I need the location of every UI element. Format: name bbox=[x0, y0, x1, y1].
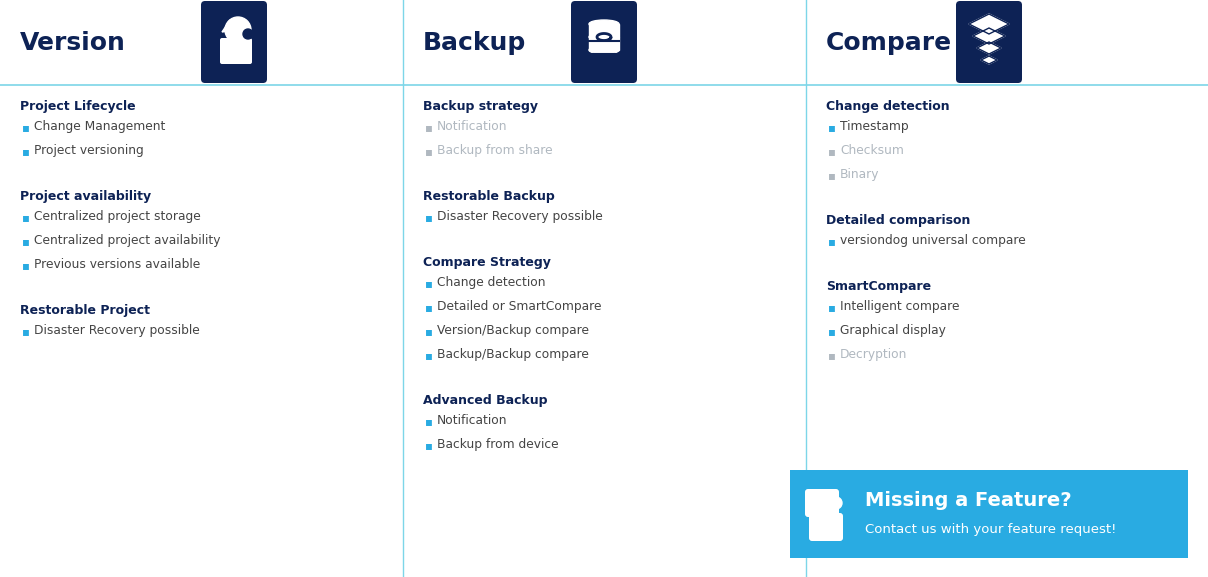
Text: Binary: Binary bbox=[840, 168, 879, 181]
Text: Advanced Backup: Advanced Backup bbox=[423, 394, 547, 407]
Text: Notification: Notification bbox=[437, 414, 507, 427]
Text: Contact us with your feature request!: Contact us with your feature request! bbox=[865, 523, 1116, 537]
Text: Detailed or SmartCompare: Detailed or SmartCompare bbox=[437, 300, 602, 313]
Text: ▪: ▪ bbox=[827, 235, 836, 248]
Text: Compare: Compare bbox=[826, 31, 952, 55]
Text: ▪: ▪ bbox=[425, 211, 432, 224]
Circle shape bbox=[243, 29, 252, 39]
Text: ▪: ▪ bbox=[425, 301, 432, 314]
Text: Decryption: Decryption bbox=[840, 348, 907, 361]
Circle shape bbox=[820, 510, 832, 522]
FancyBboxPatch shape bbox=[809, 513, 843, 541]
Text: Project Lifecycle: Project Lifecycle bbox=[21, 100, 135, 113]
Text: Backup: Backup bbox=[423, 31, 527, 55]
Text: ▪: ▪ bbox=[827, 349, 836, 362]
Text: Version/Backup compare: Version/Backup compare bbox=[437, 324, 590, 337]
Text: Restorable Project: Restorable Project bbox=[21, 304, 150, 317]
Text: Restorable Backup: Restorable Backup bbox=[423, 190, 554, 203]
Text: ▪: ▪ bbox=[22, 211, 30, 224]
Text: ▪: ▪ bbox=[425, 277, 432, 290]
Text: ▪: ▪ bbox=[425, 325, 432, 338]
Text: Project availability: Project availability bbox=[21, 190, 151, 203]
Text: Compare Strategy: Compare Strategy bbox=[423, 256, 551, 269]
Text: Disaster Recovery possible: Disaster Recovery possible bbox=[437, 210, 603, 223]
Text: ▪: ▪ bbox=[22, 259, 30, 272]
Text: Backup/Backup compare: Backup/Backup compare bbox=[437, 348, 588, 361]
Text: Missing a Feature?: Missing a Feature? bbox=[865, 490, 1071, 509]
Text: ▪: ▪ bbox=[827, 121, 836, 134]
Text: Change detection: Change detection bbox=[826, 100, 949, 113]
Text: SmartCompare: SmartCompare bbox=[826, 280, 931, 293]
Text: ▪: ▪ bbox=[827, 301, 836, 314]
Polygon shape bbox=[972, 28, 1005, 44]
Polygon shape bbox=[222, 20, 236, 32]
Text: Graphical display: Graphical display bbox=[840, 324, 946, 337]
Bar bbox=[590, 37, 618, 50]
Polygon shape bbox=[977, 42, 1001, 54]
Text: Project versioning: Project versioning bbox=[34, 144, 144, 157]
Text: Checksum: Checksum bbox=[840, 144, 904, 157]
Polygon shape bbox=[981, 56, 997, 64]
FancyBboxPatch shape bbox=[790, 470, 1187, 558]
FancyBboxPatch shape bbox=[956, 1, 1022, 83]
Polygon shape bbox=[969, 14, 1009, 34]
Text: ▪: ▪ bbox=[827, 169, 836, 182]
Ellipse shape bbox=[590, 33, 618, 41]
Text: ▪: ▪ bbox=[827, 145, 836, 158]
Text: Version: Version bbox=[21, 31, 126, 55]
Text: ▪: ▪ bbox=[22, 145, 30, 158]
Text: Previous versions available: Previous versions available bbox=[34, 258, 201, 271]
Ellipse shape bbox=[590, 20, 618, 28]
Text: Disaster Recovery possible: Disaster Recovery possible bbox=[34, 324, 199, 337]
Text: Change Management: Change Management bbox=[34, 120, 165, 133]
Text: versiondog universal compare: versiondog universal compare bbox=[840, 234, 1026, 247]
Text: ▪: ▪ bbox=[22, 121, 30, 134]
Text: Centralized project storage: Centralized project storage bbox=[34, 210, 201, 223]
Text: Timestamp: Timestamp bbox=[840, 120, 908, 133]
Text: ▪: ▪ bbox=[425, 415, 432, 428]
Text: Centralized project availability: Centralized project availability bbox=[34, 234, 221, 247]
FancyBboxPatch shape bbox=[805, 489, 840, 517]
Text: Change detection: Change detection bbox=[437, 276, 546, 289]
Ellipse shape bbox=[590, 46, 618, 54]
Text: Notification: Notification bbox=[437, 120, 507, 133]
Text: ▪: ▪ bbox=[22, 325, 30, 338]
Text: ▪: ▪ bbox=[827, 325, 836, 338]
Text: Detailed comparison: Detailed comparison bbox=[826, 214, 970, 227]
Circle shape bbox=[830, 497, 842, 509]
Circle shape bbox=[225, 17, 251, 43]
Text: ▪: ▪ bbox=[425, 439, 432, 452]
Text: ▪: ▪ bbox=[425, 145, 432, 158]
Bar bbox=[590, 24, 618, 37]
Text: Backup strategy: Backup strategy bbox=[423, 100, 538, 113]
FancyBboxPatch shape bbox=[201, 1, 267, 83]
FancyBboxPatch shape bbox=[220, 38, 252, 64]
Text: ▪: ▪ bbox=[425, 121, 432, 134]
Text: ▪: ▪ bbox=[425, 349, 432, 362]
Text: Backup from share: Backup from share bbox=[437, 144, 552, 157]
Text: ▪: ▪ bbox=[22, 235, 30, 248]
Text: Intelligent compare: Intelligent compare bbox=[840, 300, 959, 313]
Text: Backup from device: Backup from device bbox=[437, 438, 558, 451]
FancyBboxPatch shape bbox=[571, 1, 637, 83]
